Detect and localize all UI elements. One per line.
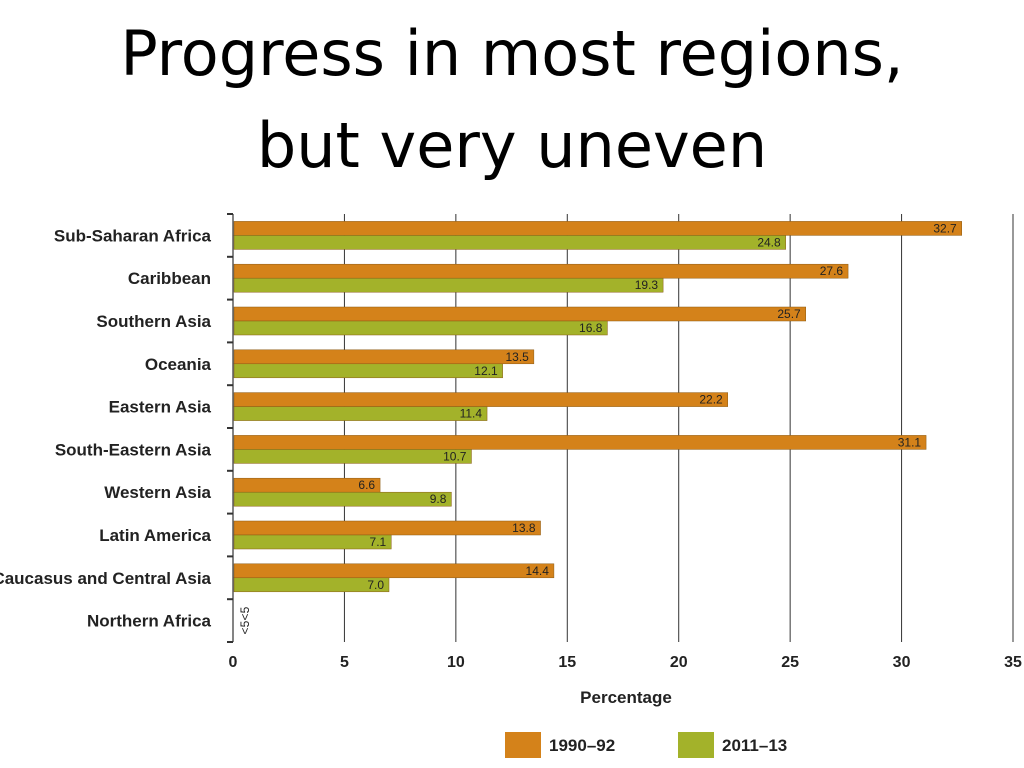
bar-value-label: 11.4	[460, 407, 483, 421]
bar-value-label: 25.7	[777, 307, 801, 321]
x-tick-label: 20	[670, 654, 688, 671]
category-label: South-Eastern Asia	[55, 440, 212, 459]
category-label: Northern Africa	[87, 612, 212, 631]
bar	[233, 449, 472, 464]
title-line-1: Progress in most regions,	[120, 17, 904, 90]
bar-value-label: 32.7	[933, 221, 957, 235]
bar-value-label: 31.1	[898, 435, 922, 449]
bars: 32.7 24.8 27.6 19.3 25.7 16.8 13.5 12.1 22.2 11.4…	[233, 221, 962, 634]
x-tick-label: 35	[1004, 654, 1022, 671]
x-tick-label: 5	[340, 654, 349, 671]
bar-value-label: 27.6	[820, 264, 844, 278]
bar-value-label: 6.6	[358, 478, 375, 492]
bar	[233, 406, 488, 421]
x-tick-label: 15	[558, 654, 576, 671]
legend-swatch	[505, 732, 541, 758]
bar	[233, 392, 728, 407]
bar	[233, 221, 962, 236]
x-tick-label: 0	[229, 654, 238, 671]
legend-label: 1990–92	[549, 736, 615, 755]
x-tick-label: 10	[447, 654, 465, 671]
bar	[233, 320, 608, 336]
bar-value-label: 19.3	[635, 278, 659, 292]
category-label: Caucasus and Central Asia	[0, 569, 212, 588]
bar	[233, 491, 452, 507]
bar-value-label: 24.8	[757, 235, 781, 249]
bar	[233, 534, 392, 550]
bar	[233, 277, 664, 293]
bar-value-label: 7.0	[367, 578, 384, 592]
bar-value-label: 12.1	[474, 364, 498, 378]
bar	[233, 263, 849, 279]
category-label: Sub-Saharan Africa	[54, 226, 212, 245]
x-tick-label: 30	[893, 654, 911, 671]
category-label: Eastern Asia	[109, 398, 212, 417]
bar	[233, 349, 535, 365]
bar-value-label: 9.8	[430, 492, 447, 506]
x-tick-label: 25	[781, 654, 799, 671]
bar-value-label: 22.2	[699, 393, 723, 407]
category-label: Western Asia	[104, 483, 211, 502]
bar-value-label: 10.7	[443, 449, 467, 463]
bar	[233, 520, 541, 536]
bar-value-label: 13.5	[505, 350, 529, 364]
category-label: Latin America	[99, 526, 211, 545]
bar-value-label: <5	[238, 606, 252, 620]
axes: 0 5 10 15 20 25 30 35 Sub-Saharan Africa Caribbea…	[0, 213, 1022, 671]
bar-value-label: 16.8	[579, 321, 603, 335]
bar	[233, 577, 390, 593]
title-line-2: but very uneven	[256, 109, 768, 182]
bar-value-label: <5	[238, 620, 252, 634]
bar	[233, 306, 806, 322]
bar	[233, 363, 503, 379]
bar-value-label: 7.1	[370, 535, 387, 549]
legend-swatch	[678, 732, 714, 758]
slide-title: Progress in most regions, but very uneve…	[0, 8, 1024, 192]
bar-value-label: 13.8	[512, 521, 536, 535]
category-label: Oceania	[145, 355, 212, 374]
bar-value-label: 14.4	[526, 564, 550, 578]
category-label: Southern Asia	[96, 312, 211, 331]
bar	[233, 435, 927, 450]
bar	[233, 563, 555, 579]
category-label: Caribbean	[128, 269, 211, 288]
legend: 1990–92 2011–13	[505, 732, 787, 758]
legend-label: 2011–13	[722, 736, 787, 755]
x-axis-label: Percentage	[580, 688, 672, 707]
bar	[233, 235, 786, 250]
